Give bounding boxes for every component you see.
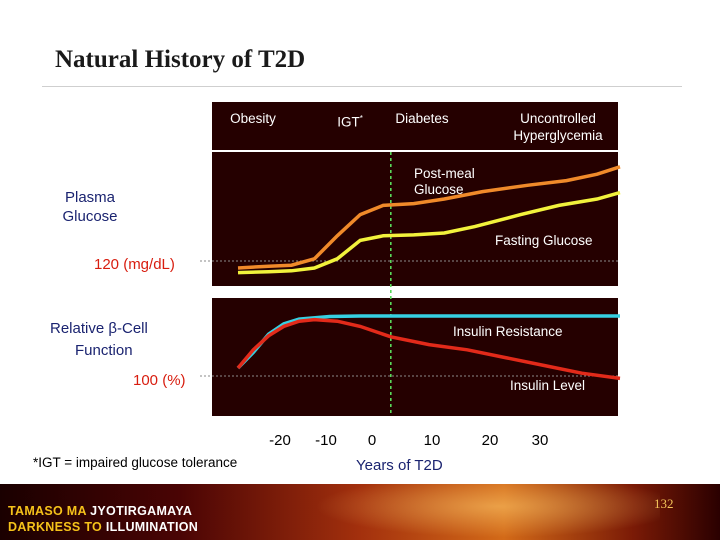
- stage-uncontrolled-line1: Uncontrolled: [520, 111, 596, 126]
- insulin-level-label: Insulin Level: [510, 378, 586, 393]
- title-rule: [42, 86, 682, 87]
- beta-cell-label-line2: Function: [75, 342, 133, 359]
- x-tick-label: -20: [269, 432, 291, 449]
- insulin-resistance-label: Insulin Resistance: [453, 324, 563, 339]
- fasting-glucose-line: [237, 190, 621, 275]
- footnote: *IGT = impaired glucose tolerance: [33, 455, 238, 470]
- post-meal-label-line2: Glucose: [414, 182, 464, 197]
- banner-motto-line1: TAMASO MA JYOTIRGAMAYA: [8, 504, 192, 518]
- stage-diabetes: Diabetes: [395, 111, 449, 126]
- stage-header-bar: [212, 102, 618, 150]
- glucose-reference-label: 120 (mg/dL): [94, 256, 175, 273]
- beta-cell-reference-label: 100 (%): [133, 372, 186, 389]
- plasma-glucose-line1: Plasma: [64, 189, 116, 206]
- post-meal-label-line1: Post-meal: [414, 166, 475, 181]
- stage-uncontrolled: Uncontrolled Hyperglycemia: [496, 110, 620, 144]
- slide-title: Natural History of T2D: [55, 46, 306, 73]
- banner-motto-1a: TAMASO MA: [8, 504, 91, 518]
- x-tick-label: 0: [367, 432, 377, 449]
- banner-motto-line2: DARKNESS TO ILLUMINATION: [8, 520, 198, 534]
- stage-obesity: Obesity: [230, 111, 276, 126]
- post-meal-label: Post-meal Glucose: [414, 166, 475, 198]
- beta-cell-text-a: Relative: [50, 320, 109, 337]
- x-tick-label: -10: [315, 432, 337, 449]
- insulin-level-line: [236, 317, 621, 381]
- stage-igt-text: IGT: [337, 114, 360, 130]
- beta-cell-text-b: -Cell: [117, 320, 148, 337]
- page-number: 132: [654, 496, 674, 511]
- x-tick-label: 20: [481, 432, 499, 449]
- banner-motto-2b: ILLUMINATION: [105, 520, 199, 534]
- beta-cell-label-line1: Relative β-Cell: [50, 319, 148, 338]
- post-meal-glucose-line: [237, 165, 621, 270]
- footer-banner: [0, 484, 720, 540]
- x-tick-label: 30: [531, 432, 549, 449]
- fasting-glucose-label: Fasting Glucose: [495, 233, 593, 248]
- banner-glow: [300, 484, 660, 540]
- plasma-glucose-line2: Glucose: [62, 208, 118, 225]
- beta-symbol: β: [108, 320, 117, 337]
- glucose-panel: [212, 152, 618, 286]
- x-tick-label: 10: [423, 432, 441, 449]
- banner-motto-1b: JYOTIRGAMAYA: [90, 504, 193, 518]
- banner-motto-2a: DARKNESS TO: [8, 520, 106, 534]
- stage-uncontrolled-line2: Hyperglycemia: [513, 128, 603, 143]
- plasma-glucose-label: Plasma Glucose: [52, 188, 128, 226]
- stage-igt: IGT*: [330, 110, 370, 131]
- stage-igt-mark: *: [359, 114, 363, 123]
- x-axis-label: Years of T2D: [356, 457, 443, 474]
